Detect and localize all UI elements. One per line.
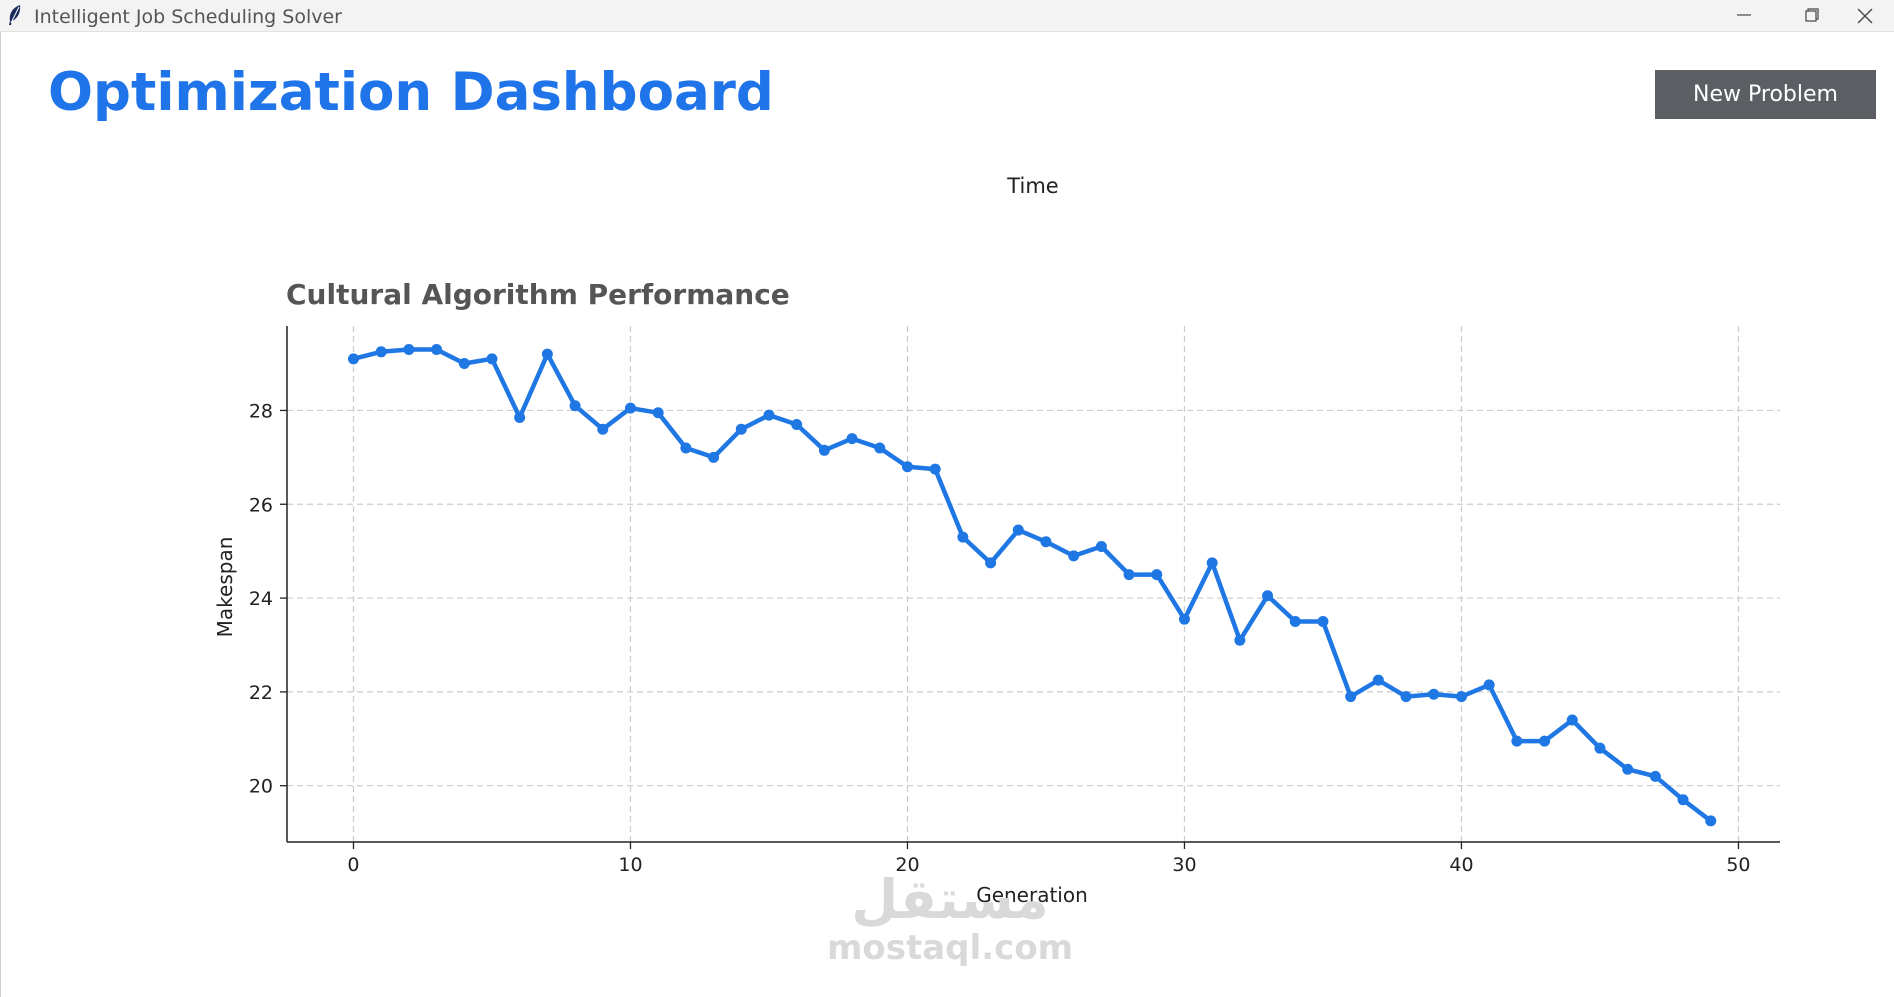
data-point — [763, 409, 775, 421]
data-point — [1317, 616, 1329, 628]
restore-button[interactable] — [1782, 0, 1842, 32]
data-point — [1400, 691, 1412, 703]
data-point — [541, 348, 553, 360]
data-point — [1428, 688, 1440, 700]
data-point — [1677, 794, 1689, 806]
data-point — [1345, 691, 1357, 703]
time-label: Time — [1007, 174, 1059, 198]
x-tick-label: 50 — [1726, 854, 1750, 876]
data-point — [1539, 735, 1551, 747]
close-button[interactable] — [1834, 0, 1894, 32]
data-point — [1594, 742, 1606, 754]
data-point — [1705, 815, 1717, 827]
data-point — [1068, 550, 1080, 562]
data-point — [818, 444, 830, 456]
data-point — [901, 461, 913, 473]
chart-ticks: 0 10 20 30 40 50 20 22 24 26 28 — [249, 400, 1751, 876]
data-point — [347, 353, 359, 365]
chart-title: Cultural Algorithm Performance — [286, 278, 790, 311]
data-point — [375, 346, 387, 358]
data-point — [569, 400, 581, 412]
window-border — [0, 32, 1, 997]
data-point — [708, 451, 720, 463]
data-point — [1234, 634, 1246, 646]
data-point — [1040, 536, 1052, 548]
chart-x-axis-label: Generation — [976, 883, 1088, 907]
watermark-latin: mostaql.com — [826, 928, 1074, 968]
data-point — [1095, 540, 1107, 552]
data-point — [652, 407, 664, 419]
data-point — [624, 402, 636, 414]
chart-grid — [287, 326, 1780, 842]
watermark-arabic: مستقل — [851, 868, 1049, 931]
data-point — [1455, 691, 1467, 703]
x-tick-label: 10 — [618, 854, 642, 876]
data-point — [1262, 590, 1274, 602]
data-point — [1372, 674, 1384, 686]
y-tick-label: 26 — [249, 494, 273, 516]
data-point — [1483, 679, 1495, 691]
data-point — [1622, 763, 1634, 775]
window-titlebar: Intelligent Job Scheduling Solver — [0, 0, 1894, 32]
data-point — [431, 343, 443, 355]
data-point — [486, 353, 498, 365]
data-point — [458, 358, 470, 370]
chart-series — [347, 343, 1717, 827]
data-point — [1289, 616, 1301, 628]
data-point — [1566, 714, 1578, 726]
restore-icon — [1805, 8, 1819, 22]
page-title: Optimization Dashboard — [48, 62, 774, 123]
x-tick-label: 30 — [1172, 854, 1196, 876]
data-point — [1123, 569, 1135, 581]
close-icon — [1857, 8, 1873, 24]
data-point — [874, 442, 886, 454]
window-title: Intelligent Job Scheduling Solver — [34, 6, 342, 28]
chart-axes — [286, 326, 1780, 843]
data-point — [680, 442, 692, 454]
x-tick-label: 0 — [347, 854, 359, 876]
data-point — [929, 463, 941, 475]
y-tick-label: 28 — [249, 400, 273, 422]
watermark: مستقل mostaql.com — [820, 868, 1080, 968]
series-line — [351, 347, 1714, 824]
data-point — [957, 531, 969, 543]
x-tick-label: 20 — [895, 854, 919, 876]
new-problem-button[interactable]: New Problem — [1655, 70, 1876, 119]
data-point — [985, 557, 997, 569]
data-point — [1178, 613, 1190, 625]
data-point — [791, 419, 803, 431]
data-point — [846, 433, 858, 445]
minimize-button[interactable] — [1714, 0, 1774, 32]
data-point — [1511, 735, 1523, 747]
data-point — [597, 423, 609, 435]
data-point — [1206, 557, 1218, 569]
chart-y-axis-label: Makespan — [213, 537, 237, 638]
minimize-icon — [1737, 14, 1751, 16]
data-point — [1012, 524, 1024, 536]
data-point — [1151, 569, 1163, 581]
feather-icon — [9, 5, 21, 25]
data-point — [403, 343, 415, 355]
y-tick-label: 24 — [249, 588, 273, 610]
y-tick-label: 22 — [249, 682, 273, 704]
data-point — [735, 423, 747, 435]
x-tick-label: 40 — [1449, 854, 1473, 876]
data-point — [1649, 770, 1661, 782]
data-point — [514, 411, 526, 423]
y-tick-label: 20 — [249, 776, 273, 798]
